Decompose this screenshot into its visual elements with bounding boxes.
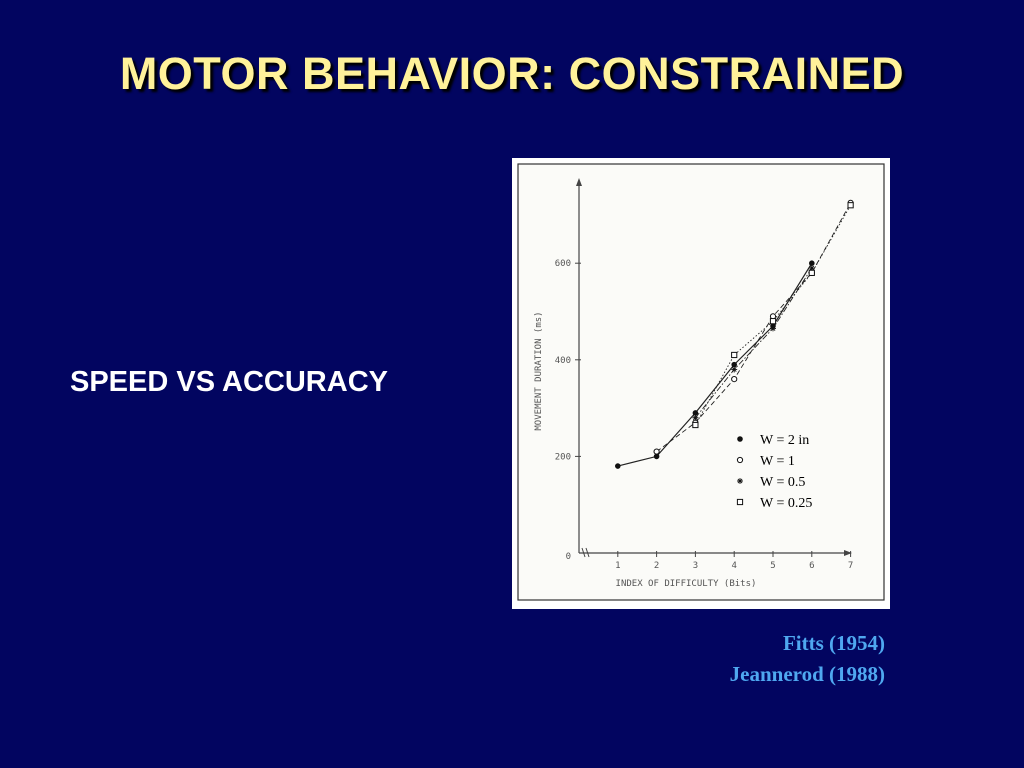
- y-axis-arrow: [576, 178, 582, 186]
- series-4: [692, 202, 854, 429]
- series-2-point-1: [653, 448, 660, 455]
- x-axis-arrow: [844, 550, 852, 556]
- x-tick-label-5: 5: [770, 561, 775, 571]
- x-tick-label-2: 2: [654, 561, 659, 571]
- x-tick-label-3: 3: [693, 561, 698, 571]
- legend-label-1: W = 2 in: [760, 433, 809, 448]
- x-tick-label-1: 1: [615, 561, 620, 571]
- legend-label-3: W = 0.5: [760, 475, 805, 490]
- legend-label-2: W = 1: [760, 454, 795, 469]
- slide-title: MOTOR BEHAVIOR: CONSTRAINED: [119, 48, 905, 99]
- series-3-point-2: [731, 366, 738, 373]
- x-tick-label-6: 6: [809, 561, 814, 571]
- series-4-point-5: [847, 202, 854, 209]
- y-tick-label-400: 400: [555, 356, 571, 366]
- series-3-point-4: [808, 265, 815, 272]
- legend-marker-3: [737, 478, 743, 484]
- series-4-point-1: [692, 421, 699, 429]
- fitts-chart-figure: 0 200 400 600 1 2 3 4 5 6 7 INDEX OF DIFFICULTY (Bi…: [512, 158, 890, 609]
- legend-marker-1: [737, 436, 743, 442]
- series-line-3: [695, 267, 813, 419]
- citation-fitts: Fitts (1954): [782, 631, 885, 655]
- x-axis-label: INDEX OF DIFFICULTY (Bits): [616, 579, 757, 589]
- chart-series: [615, 199, 854, 469]
- legend-marker-2: [736, 456, 744, 464]
- series-1: [615, 260, 815, 469]
- series-3-point-3: [770, 325, 776, 332]
- x-axis-break: [581, 547, 590, 558]
- y-tick-label-600: 600: [555, 259, 571, 269]
- y-axis-label: MOVEMENT DURATION (ms): [534, 311, 544, 430]
- series-3: [692, 265, 815, 421]
- series-1-point-1: [615, 463, 621, 469]
- series-2-point-3: [731, 376, 738, 383]
- fitts-chart: 0 200 400 600 1 2 3 4 5 6 7 INDEX OF DIFFICULTY (Bi…: [517, 163, 885, 601]
- chart-axes: 0 200 400 600 1 2 3 4 5 6 7 INDEX OF DIFFICULTY (Bi…: [534, 178, 853, 589]
- series-line-1: [617, 262, 813, 467]
- citation-jeannerod: Jeannerod (1988): [729, 662, 885, 686]
- series-4-point-4: [808, 269, 815, 276]
- series-1-point-3: [692, 410, 699, 416]
- series-4-point-2: [731, 351, 738, 359]
- series-1-point-6: [809, 260, 815, 266]
- citations: Fitts (1954) Jeannerod (1988): [730, 628, 885, 690]
- x-tick-label-7: 7: [848, 561, 853, 571]
- slide-subtitle: SPEED VS ACCURACY: [70, 366, 388, 398]
- y-tick-label-200: 200: [555, 452, 571, 462]
- x-tick-label-4: 4: [731, 561, 736, 571]
- chart-frame: [517, 163, 885, 601]
- legend-marker-4: [736, 498, 744, 506]
- series-4-point-3: [769, 318, 777, 325]
- y-tick-label-0: 0: [566, 552, 571, 562]
- series-1-point-4: [731, 361, 737, 368]
- series-3-point-1: [692, 414, 699, 421]
- series-line-4: [695, 204, 851, 426]
- chart-legend: W = 2 in W = 1 W = 0.5 W = 0.25: [736, 433, 812, 511]
- legend-label-4: W = 0.25: [760, 496, 812, 511]
- series-1-point-2: [653, 453, 660, 460]
